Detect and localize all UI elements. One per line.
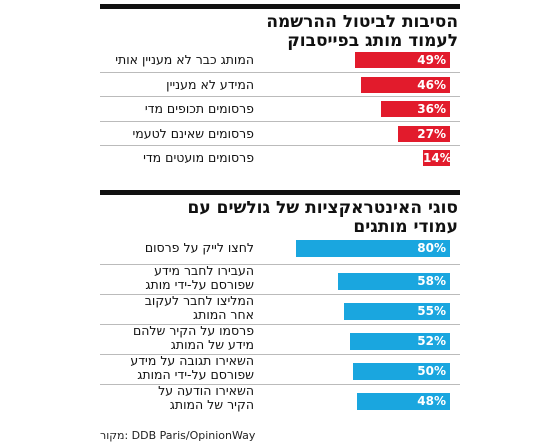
bar bbox=[398, 125, 450, 142]
category-label-line: השאירו תגובה על מידע bbox=[130, 353, 254, 368]
category-label-line: פרסומים מועטים מדי bbox=[143, 150, 254, 165]
bar bbox=[355, 52, 450, 68]
bar-value-label: 14% bbox=[423, 151, 452, 165]
row-separator bbox=[100, 384, 460, 385]
row-separator bbox=[100, 294, 460, 295]
bar-value-label: 49% bbox=[417, 53, 446, 67]
chart-2-title-line: עמודי מותגים bbox=[353, 217, 458, 237]
category-label: פרסמו על הקיר שלהם מידע של המותג bbox=[104, 324, 254, 352]
row-separator bbox=[100, 145, 460, 146]
category-label: פרסומים שאינם לטעמי bbox=[104, 125, 254, 141]
chart-2-title-line: סוגי האינטראקציות של גולשים עם bbox=[187, 198, 458, 218]
bar-value-label: 58% bbox=[417, 274, 446, 288]
bar bbox=[344, 303, 450, 320]
bar-value-label: 27% bbox=[417, 126, 446, 141]
category-label: לחצו לייק על פרסום bbox=[104, 241, 254, 255]
category-label: השאירו הודעה על הקיר של המותג bbox=[104, 384, 254, 412]
bar-value-label: 80% bbox=[417, 241, 446, 255]
category-label-line: לחצו לייק על פרסום bbox=[144, 240, 254, 255]
row-separator bbox=[100, 96, 460, 97]
category-label-line: פרסמו על הקיר שלהם bbox=[132, 323, 254, 338]
category-label-line: פרסומים שאינם לטעמי bbox=[132, 125, 254, 141]
category-label-line: העבירו לחבר מידע bbox=[154, 263, 254, 278]
category-label: המותג כבר לא מעניין אותי bbox=[104, 53, 254, 67]
row-separator bbox=[100, 324, 460, 325]
row-separator bbox=[100, 71, 460, 73]
row-separator bbox=[100, 120, 460, 122]
category-label: המליצו לחבר לעקוב אחר המותג bbox=[104, 294, 254, 322]
section-rule bbox=[100, 190, 460, 195]
category-label-line: המידע לא מעניין bbox=[166, 76, 254, 92]
chart-1-title-line: הסיבות לביטול ההרשמה bbox=[266, 12, 458, 32]
row-separator bbox=[100, 264, 460, 265]
category-label-line: מידע של המותג bbox=[170, 337, 254, 352]
bar-value-label: 46% bbox=[417, 77, 446, 92]
category-label-line: המותג כבר לא מעניין אותי bbox=[115, 52, 254, 67]
chart-1-title-line: לעמוד מותג בפייסבוק bbox=[287, 31, 458, 51]
bar-value-label: 55% bbox=[417, 304, 446, 318]
row-separator bbox=[100, 354, 460, 355]
bar-value-label: 50% bbox=[417, 364, 446, 378]
bar bbox=[338, 273, 450, 290]
source-note: מקור: DDB Paris/OpinionWay bbox=[100, 429, 256, 442]
bar bbox=[296, 240, 450, 257]
bar bbox=[350, 333, 450, 350]
category-label: השאירו תגובה על מידע שפורסם על-ידי המותג bbox=[104, 354, 254, 382]
bar-value-label: 48% bbox=[417, 394, 446, 408]
top-rule bbox=[100, 4, 460, 9]
bar-value-label: 36% bbox=[417, 102, 446, 116]
category-label: העבירו לחבר מידע שפורסם על-ידי מותג bbox=[104, 264, 254, 292]
bar bbox=[357, 393, 450, 410]
category-label-line: פרסומים תכופים מדי bbox=[144, 101, 254, 116]
bar bbox=[381, 101, 450, 117]
category-label-line: שפורסם על-ידי המותג bbox=[137, 367, 254, 382]
category-label: פרסומים תכופים מדי bbox=[104, 102, 254, 116]
chart-2-title: סוגי האינטראקציות של גולשים עם עמודי מות… bbox=[98, 199, 458, 237]
bar bbox=[353, 363, 450, 380]
category-label-line: שפורסם על-ידי מותג bbox=[145, 277, 254, 292]
category-label: פרסומים מועטים מדי bbox=[104, 151, 254, 165]
category-label-line: השאירו הודעה על bbox=[158, 383, 254, 398]
bar-value-label: 52% bbox=[417, 334, 446, 348]
category-label-line: הקיר של המותג bbox=[169, 397, 254, 412]
category-label-line: אחר המותג bbox=[193, 307, 254, 322]
category-label: המידע לא מעניין bbox=[104, 76, 254, 92]
chart-1-title: הסיבות לביטול ההרשמה לעמוד מותג בפייסבוק bbox=[98, 13, 458, 51]
bar bbox=[361, 76, 450, 93]
category-label-line: המליצו לחבר לעקוב bbox=[144, 293, 254, 308]
bar bbox=[423, 150, 450, 166]
